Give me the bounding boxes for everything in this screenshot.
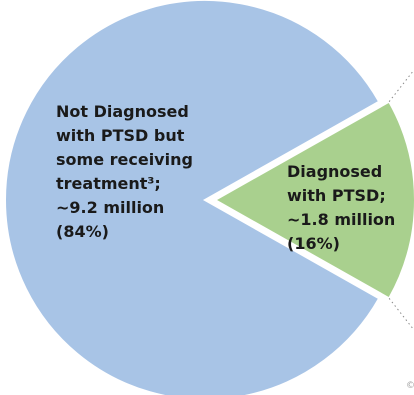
pie-slice-not-diagnosed: [4, 0, 381, 395]
label-not-diagnosed-line: (84%): [56, 222, 109, 241]
leader-line-bottom: [388, 298, 414, 331]
leader-line-top: [388, 69, 414, 102]
label-not-diagnosed-line: treatment³;: [56, 174, 161, 193]
label-not-diagnosed-line: ~9.2 million: [56, 198, 164, 217]
label-not-diagnosed-line: Not Diagnosed: [56, 102, 189, 121]
label-not-diagnosed-line: with PTSD but: [56, 126, 185, 145]
label-not-diagnosed-line: some receiving: [56, 150, 193, 169]
label-diagnosed-line: with PTSD;: [287, 186, 386, 205]
label-diagnosed: Diagnosed with PTSD; ~1.8 million (16%): [287, 162, 395, 253]
label-diagnosed-line: Diagnosed: [287, 162, 382, 181]
label-diagnosed-line: ~1.8 million: [287, 210, 395, 229]
pie-slice-diagnosed: [212, 100, 414, 300]
label-diagnosed-line: (16%): [287, 234, 340, 253]
label-not-diagnosed: Not Diagnosed with PTSD but some receiving…: [56, 102, 193, 241]
copyright-mark: ©: [406, 381, 414, 391]
